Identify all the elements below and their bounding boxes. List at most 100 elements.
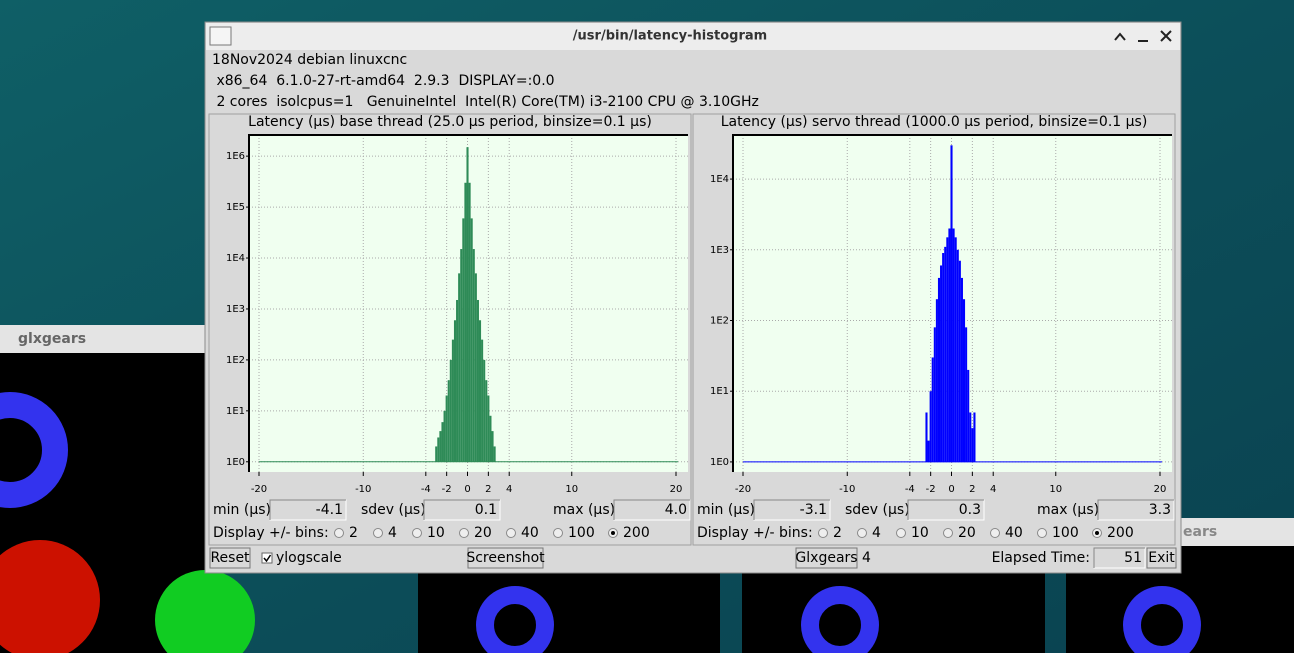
y-tick-label: 1E5 (226, 202, 245, 213)
histogram-bar (491, 431, 494, 462)
glxgears-view (418, 573, 720, 653)
entry-shadow (269, 499, 346, 520)
radio-label: 4 (872, 525, 881, 541)
histogram-bar (470, 218, 473, 462)
entry-shadow (907, 499, 984, 520)
y-tick-label: 1E3 (710, 245, 729, 256)
exit-button[interactable] (1146, 547, 1177, 569)
radio-button[interactable] (990, 528, 1000, 538)
histogram-bar (965, 327, 968, 462)
histogram-bar (460, 249, 463, 462)
radio-dot (611, 531, 615, 535)
radio-label: 200 (623, 525, 650, 541)
maximize-button[interactable] (1114, 32, 1126, 41)
radio-button[interactable] (943, 528, 953, 538)
entry-shadow (613, 499, 690, 520)
radio-button[interactable] (818, 528, 828, 538)
radio-label: 200 (1107, 525, 1134, 541)
stat-label: min (µs) (213, 502, 271, 518)
histogram-bar (451, 339, 454, 462)
bins-label: Display +/- bins: (213, 525, 329, 541)
x-tick-label: 0 (948, 484, 954, 495)
x-tick-label: -4 (421, 484, 431, 495)
y-tick-label: 1E2 (226, 355, 245, 366)
histogram-bar (441, 422, 444, 462)
stat-label: min (µs) (697, 502, 755, 518)
elapsed-value: 51 (1124, 550, 1142, 566)
histogram-bar (954, 237, 957, 462)
radio-label: 20 (474, 525, 492, 541)
radio-button[interactable] (896, 528, 906, 538)
radio-button[interactable] (459, 528, 469, 538)
entry-shadow (423, 499, 500, 520)
reset-button[interactable] (209, 547, 251, 569)
histogram-bar (472, 249, 475, 462)
chart-title: Latency (µs) base thread (25.0 µs period… (248, 114, 652, 130)
histogram-bar (439, 431, 442, 462)
stat-value: 3.3 (1149, 502, 1171, 518)
exit-button-label: Exit (1148, 550, 1175, 566)
histogram-bar (973, 412, 976, 462)
histogram-bar (449, 359, 452, 462)
radio-dot (1095, 531, 1099, 535)
x-tick-label: -10 (355, 484, 371, 495)
radio-button[interactable] (412, 528, 422, 538)
window-menu-icon[interactable] (209, 26, 232, 46)
glxgears-count: 4 (862, 550, 871, 566)
radio-button[interactable] (334, 528, 344, 538)
histogram-bar (476, 299, 479, 462)
histogram-bar (962, 299, 966, 462)
stat-label: sdev (µs) (361, 502, 426, 518)
window-title: ears (1183, 524, 1217, 540)
y-tick-label: 1E4 (710, 174, 729, 185)
histogram-bar (967, 369, 970, 462)
x-tick-label: -10 (839, 484, 855, 495)
radio-label: 100 (1052, 525, 1079, 541)
y-tick-label: 1E1 (710, 386, 729, 397)
y-tick-label: 1E6 (226, 151, 245, 162)
reset-button-label: Reset (210, 550, 250, 566)
histogram-bar (969, 412, 972, 462)
histogram-bar (462, 218, 465, 462)
glxgears-titlebar[interactable] (1181, 518, 1294, 546)
close-button[interactable] (1160, 30, 1172, 42)
plot-axes (732, 134, 1172, 472)
checkbox-label: ylogscale (276, 550, 342, 566)
histogram-bar (435, 446, 438, 462)
x-tick-label: -20 (735, 484, 751, 495)
screenshot-button[interactable] (467, 547, 544, 569)
glxgears-button[interactable] (795, 547, 858, 569)
histogram-bar (437, 437, 440, 462)
chart-panel (692, 113, 1176, 546)
checkbox[interactable] (261, 552, 273, 564)
histogram-bar (489, 415, 492, 462)
radio-button[interactable] (506, 528, 516, 538)
histogram-bar (933, 327, 936, 462)
window-title: glxgears (18, 331, 86, 347)
radio-button[interactable] (373, 528, 383, 538)
bins-label: Display +/- bins: (697, 525, 813, 541)
radio-button[interactable] (553, 528, 563, 538)
histogram-bar (456, 299, 459, 462)
histogram-bar (485, 380, 488, 462)
radio-button[interactable] (1037, 528, 1047, 538)
radio-label: 2 (349, 525, 358, 541)
histogram-bar (971, 428, 974, 462)
glxgears-titlebar[interactable] (0, 325, 205, 353)
histogram-bar (942, 253, 945, 462)
histogram-bar (952, 228, 955, 462)
title-bar (206, 23, 1180, 50)
system-info: 2 cores isolcpus=1 GenuineIntel Intel(R)… (212, 94, 759, 110)
x-tick-label: -20 (251, 484, 267, 495)
histogram-bar (493, 446, 496, 462)
y-tick-label: 1E2 (710, 315, 729, 326)
histogram-bar (447, 380, 450, 462)
radio-button[interactable] (857, 528, 867, 538)
histogram-bar (931, 357, 934, 462)
histogram-bar (956, 249, 959, 462)
x-tick-label: 20 (1154, 484, 1167, 495)
glxgears-view (742, 573, 1045, 653)
histogram-bar (487, 395, 490, 462)
